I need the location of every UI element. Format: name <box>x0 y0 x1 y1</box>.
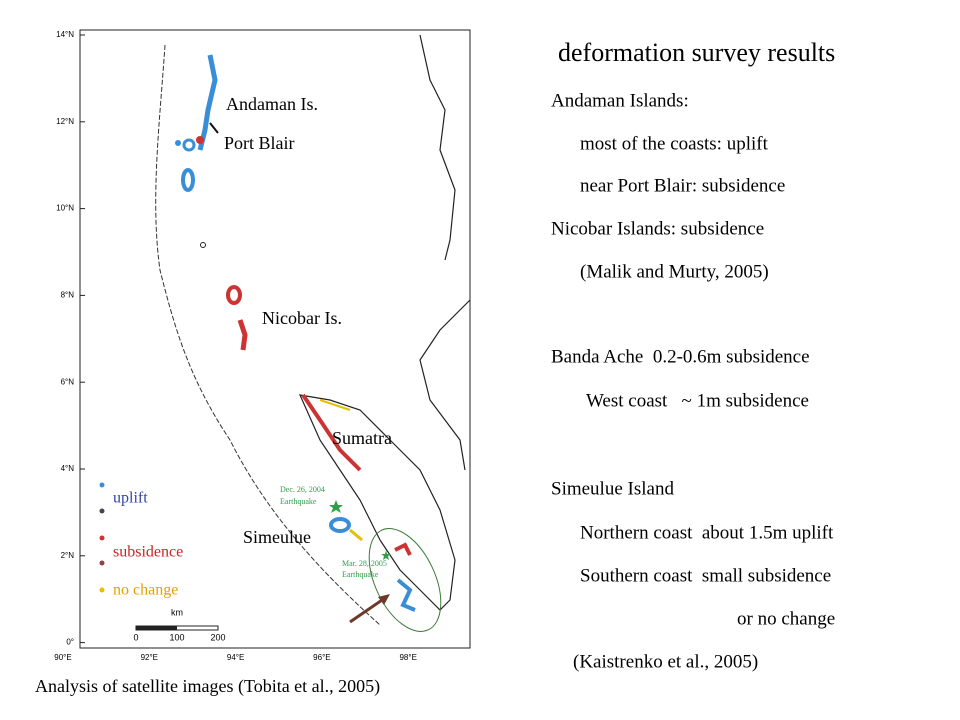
lat-label: 14°N <box>56 30 74 39</box>
lat-label: 12°N <box>56 117 74 126</box>
lat-label: 4°N <box>61 464 75 473</box>
island <box>196 136 204 144</box>
place-label: Simeulue <box>243 527 311 547</box>
place-label: Sumatra <box>332 428 392 448</box>
panel-line: Northern coast about 1.5m uplift <box>580 522 834 543</box>
panel-line: Andaman Islands: <box>551 90 689 111</box>
island <box>181 168 195 192</box>
event-label: Mar. 28, 2005 <box>342 559 387 568</box>
scale-unit: km <box>171 607 183 617</box>
lon-label: 98°E <box>399 653 416 662</box>
legend-dot <box>99 560 105 566</box>
epicenter <box>381 550 391 560</box>
island <box>394 542 412 556</box>
panel-line: Simeulue Island <box>551 478 674 499</box>
legend-label: subsidence <box>113 544 183 561</box>
scale-tick: 100 <box>169 632 184 642</box>
island <box>226 285 242 305</box>
lat-label: 10°N <box>56 204 74 213</box>
panel-lines: Andaman Islands: most of the coasts: upli… <box>551 90 835 672</box>
event-label: Earthquake <box>342 570 379 579</box>
map-frame <box>79 29 471 649</box>
lat-label: 8°N <box>61 291 75 300</box>
place-label: Nicobar Is. <box>262 308 342 328</box>
subsidence-coast <box>301 393 362 472</box>
place-label: Port Blair <box>224 133 295 153</box>
island <box>329 517 351 533</box>
legend-label: no change <box>113 582 178 599</box>
arrow-head <box>378 594 390 605</box>
scale-bar <box>136 626 177 630</box>
lat-label: 2°N <box>61 551 75 560</box>
event-label: Earthquake <box>280 497 317 506</box>
legend-label: uplift <box>113 490 148 507</box>
highlight-ellipse <box>368 528 442 632</box>
no-change-coast <box>319 399 351 411</box>
panel-line: or no change <box>737 608 835 629</box>
scale-tick: 0 <box>133 632 138 642</box>
epicenter <box>329 500 343 513</box>
panel-line: Banda Ache 0.2-0.6m subsidence <box>551 346 810 367</box>
panel-line: West coast ~ 1m subsidence <box>586 390 809 411</box>
panel-line: Southern coast small subsidence <box>580 565 831 586</box>
lon-label: 90°E <box>54 653 71 662</box>
lat-label: 6°N <box>61 377 75 386</box>
island <box>396 578 416 612</box>
island <box>237 319 248 351</box>
coastline <box>419 34 471 471</box>
scale-tick: 200 <box>210 632 225 642</box>
legend-dot <box>99 482 105 488</box>
panel-line: near Port Blair: subsidence <box>580 175 785 196</box>
sumatra-coast <box>298 394 456 611</box>
panel-title: deformation survey results <box>558 38 835 67</box>
panel-line: (Malik and Murty, 2005) <box>580 261 769 282</box>
panel-line: (Kaistrenko et al., 2005) <box>573 651 758 672</box>
lon-label: 94°E <box>227 653 244 662</box>
island <box>349 528 363 542</box>
island <box>175 140 181 146</box>
andaman-uplift <box>197 54 218 151</box>
trench <box>155 44 381 626</box>
lon-label: 92°E <box>141 653 158 662</box>
legend-dot <box>99 508 105 514</box>
island <box>182 138 196 152</box>
island <box>200 242 206 248</box>
legend-dot <box>99 587 105 593</box>
map-axes: 14°N 12°N 10°N 8°N 6°N 4°N 2°N 0° 90°E 92°E 94°E 96… <box>54 30 417 662</box>
lon-label: 96°E <box>313 653 330 662</box>
lat-label: 0° <box>66 638 74 647</box>
caption: Analysis of satellite images (Tobita et … <box>35 676 380 697</box>
arrow <box>349 596 386 624</box>
arrow <box>209 122 219 134</box>
panel-line: most of the coasts: uplift <box>580 133 769 154</box>
legend-dot <box>99 535 105 541</box>
event-label: Dec. 26, 2004 <box>280 485 325 494</box>
place-label: Andaman Is. <box>226 94 318 114</box>
panel-line: Nicobar Islands: subsidence <box>551 218 764 239</box>
